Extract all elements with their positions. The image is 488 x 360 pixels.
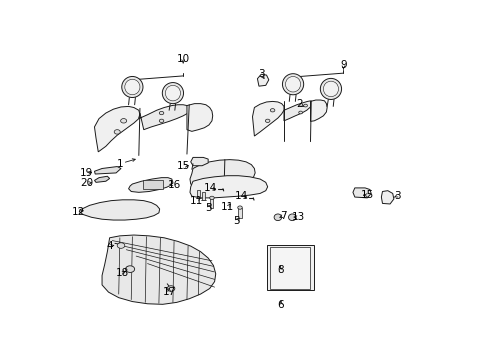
Text: 11: 11 — [221, 202, 234, 212]
Text: 8: 8 — [276, 265, 283, 275]
Ellipse shape — [265, 119, 269, 122]
Polygon shape — [102, 235, 215, 304]
Polygon shape — [128, 177, 173, 192]
Ellipse shape — [167, 286, 175, 291]
Polygon shape — [352, 188, 370, 198]
Text: 9: 9 — [340, 60, 346, 70]
Text: 2: 2 — [295, 99, 302, 109]
Ellipse shape — [159, 111, 163, 115]
Bar — [202, 192, 204, 201]
Text: 17: 17 — [162, 287, 175, 297]
Bar — [142, 180, 163, 189]
Text: 15: 15 — [360, 190, 373, 200]
Polygon shape — [381, 191, 393, 204]
Polygon shape — [257, 74, 268, 86]
Text: 7: 7 — [280, 211, 286, 221]
Polygon shape — [186, 104, 212, 131]
Ellipse shape — [117, 243, 124, 248]
Text: 19: 19 — [80, 168, 93, 178]
Ellipse shape — [209, 196, 214, 199]
Ellipse shape — [114, 130, 120, 134]
Bar — [266, 245, 313, 291]
Bar — [238, 208, 241, 218]
Ellipse shape — [159, 119, 163, 122]
Polygon shape — [252, 102, 284, 136]
Text: 6: 6 — [277, 300, 284, 310]
Ellipse shape — [165, 85, 180, 101]
Ellipse shape — [298, 111, 302, 114]
Ellipse shape — [122, 76, 142, 98]
Ellipse shape — [323, 81, 338, 97]
Polygon shape — [284, 101, 311, 121]
Ellipse shape — [285, 76, 300, 92]
Text: 12: 12 — [71, 207, 84, 217]
Polygon shape — [310, 100, 326, 121]
Text: 5: 5 — [204, 203, 211, 213]
Text: 18: 18 — [116, 268, 129, 278]
Ellipse shape — [274, 214, 281, 221]
Text: 14: 14 — [204, 183, 217, 193]
Ellipse shape — [270, 109, 274, 112]
Text: 14: 14 — [235, 191, 248, 201]
Text: 1: 1 — [116, 159, 123, 169]
Ellipse shape — [121, 118, 126, 123]
Ellipse shape — [162, 82, 183, 104]
Bar — [210, 198, 213, 208]
Polygon shape — [189, 159, 255, 188]
Ellipse shape — [125, 266, 134, 273]
Text: 20: 20 — [80, 178, 93, 188]
Text: 13: 13 — [291, 212, 304, 222]
Ellipse shape — [124, 79, 140, 95]
Ellipse shape — [237, 206, 242, 209]
Text: 16: 16 — [167, 180, 180, 190]
Polygon shape — [94, 176, 109, 183]
Ellipse shape — [282, 74, 303, 95]
Polygon shape — [189, 176, 267, 198]
Polygon shape — [94, 167, 121, 174]
Polygon shape — [190, 157, 208, 166]
Polygon shape — [79, 200, 159, 220]
Text: 3: 3 — [257, 69, 264, 79]
Text: 4: 4 — [106, 241, 113, 251]
Polygon shape — [139, 105, 189, 130]
Polygon shape — [94, 107, 140, 152]
Ellipse shape — [303, 104, 307, 107]
Text: 15: 15 — [176, 161, 189, 171]
Ellipse shape — [320, 78, 341, 99]
Ellipse shape — [288, 214, 296, 221]
Text: 11: 11 — [190, 195, 203, 206]
Bar — [269, 247, 310, 288]
Text: 5: 5 — [233, 216, 240, 226]
Bar — [196, 190, 200, 198]
Text: 10: 10 — [176, 54, 189, 64]
Text: 3: 3 — [393, 191, 400, 201]
